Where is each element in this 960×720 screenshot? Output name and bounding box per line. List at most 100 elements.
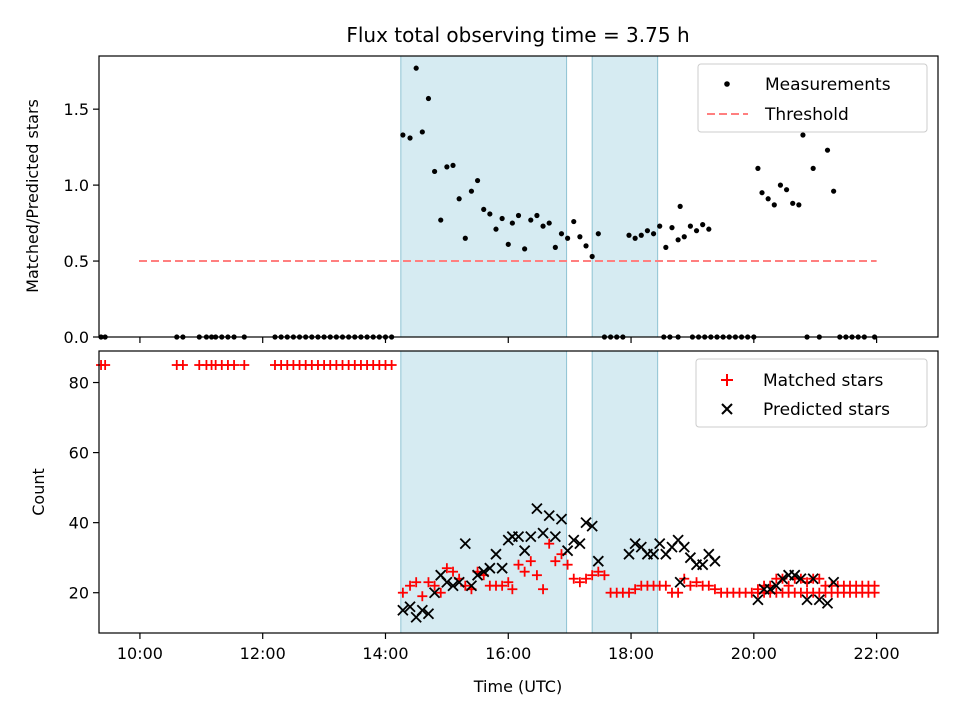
data-point xyxy=(580,517,592,529)
data-point xyxy=(599,570,610,581)
data-point xyxy=(691,577,702,588)
data-point xyxy=(453,576,465,588)
data-point xyxy=(801,594,813,606)
data-point xyxy=(444,164,450,170)
data-point xyxy=(471,569,484,581)
data-point xyxy=(777,182,784,188)
data-point xyxy=(411,577,422,588)
shaded-interval-0 xyxy=(400,55,568,338)
bottom-shaded-intervals xyxy=(400,350,659,634)
data-point xyxy=(752,584,763,595)
series-0 xyxy=(96,360,880,602)
top-y-axis: 0.0 0.5 1.0 1.5 xyxy=(64,100,99,347)
x-tick-label: 18:00 xyxy=(608,644,654,663)
x-tick-label: 14:00 xyxy=(362,644,408,663)
data-point xyxy=(528,217,534,223)
data-point xyxy=(638,232,644,238)
data-point xyxy=(552,244,558,250)
data-point xyxy=(644,228,651,234)
data-point xyxy=(678,541,690,553)
data-point xyxy=(546,220,552,226)
data-point xyxy=(630,584,641,595)
data-point xyxy=(565,235,571,241)
data-point xyxy=(593,566,604,577)
data-point xyxy=(581,573,592,584)
panel-top: 0.0 0.5 1.0 1.5 Matched/Predicted stars Mea… xyxy=(23,55,939,347)
y-tick-label: 1.5 xyxy=(64,100,89,119)
data-point xyxy=(561,545,574,557)
x-tick-label: 12:00 xyxy=(240,644,286,663)
data-point xyxy=(429,580,440,591)
data-point xyxy=(478,566,490,578)
data-point xyxy=(586,520,598,532)
data-point xyxy=(709,584,720,595)
y-tick-label: 20 xyxy=(69,584,89,603)
data-point xyxy=(687,223,693,229)
data-point xyxy=(544,538,555,549)
data-point xyxy=(706,226,712,232)
data-point xyxy=(419,129,425,135)
data-point xyxy=(487,211,493,217)
y-tick-label: 1.0 xyxy=(64,176,89,195)
top-plot-frame xyxy=(98,55,939,338)
legend-label-predicted: Predicted stars xyxy=(763,400,890,420)
data-point xyxy=(462,235,468,241)
data-point xyxy=(562,559,573,570)
bottom-legend-box xyxy=(695,358,928,428)
data-point xyxy=(629,538,641,550)
data-point xyxy=(632,235,638,241)
legend-label-threshold: Threshold xyxy=(764,105,849,125)
data-point xyxy=(647,548,660,560)
data-point xyxy=(568,573,579,584)
data-point xyxy=(456,196,462,202)
data-point xyxy=(810,165,816,171)
data-point xyxy=(432,168,438,175)
data-point xyxy=(404,601,416,613)
data-point xyxy=(397,587,408,598)
data-point xyxy=(239,360,250,371)
legend-marker-measurements xyxy=(724,81,730,87)
data-point xyxy=(229,360,240,371)
data-point xyxy=(465,580,478,592)
data-point xyxy=(571,218,577,225)
data-point xyxy=(515,212,522,219)
data-point xyxy=(796,202,802,208)
data-point xyxy=(405,580,416,591)
bottom-x-axis: 10:00 12:00 14:00 16:00 18:00 20:00 22:00 xyxy=(117,633,900,663)
data-point xyxy=(654,538,666,550)
data-point xyxy=(783,580,794,591)
data-point xyxy=(549,531,561,543)
data-point xyxy=(771,202,777,208)
top-legend-box xyxy=(697,63,928,133)
y-tick-label: 0.5 xyxy=(64,252,89,271)
data-point xyxy=(693,228,700,234)
y-tick-label: 80 xyxy=(69,374,89,393)
legend-marker-predicted xyxy=(721,403,733,415)
top-y-axis-label: Matched/Predicted stars xyxy=(23,99,42,293)
data-point xyxy=(587,570,598,581)
data-point xyxy=(441,563,452,574)
data-point xyxy=(650,231,657,237)
data-point xyxy=(821,597,834,609)
bottom-x-axis-label: Time (UTC) xyxy=(473,677,562,696)
data-point xyxy=(800,132,806,138)
data-point xyxy=(525,531,537,543)
data-point xyxy=(484,562,496,574)
data-point xyxy=(675,237,681,243)
data-point xyxy=(759,190,765,196)
data-point xyxy=(416,604,428,616)
top-shaded-intervals xyxy=(400,55,659,338)
data-point xyxy=(657,223,663,229)
data-point xyxy=(468,188,475,194)
chart-title: Flux total observing time = 3.75 h xyxy=(346,23,689,47)
shaded-interval-0 xyxy=(400,350,568,634)
x-tick-label: 20:00 xyxy=(731,644,777,663)
x-tick-label: 10:00 xyxy=(117,644,163,663)
data-point xyxy=(765,196,771,202)
data-point xyxy=(407,135,413,141)
data-point xyxy=(100,360,111,371)
data-point xyxy=(674,576,686,588)
data-point xyxy=(831,188,837,194)
data-point xyxy=(673,587,684,598)
data-point xyxy=(574,577,585,588)
